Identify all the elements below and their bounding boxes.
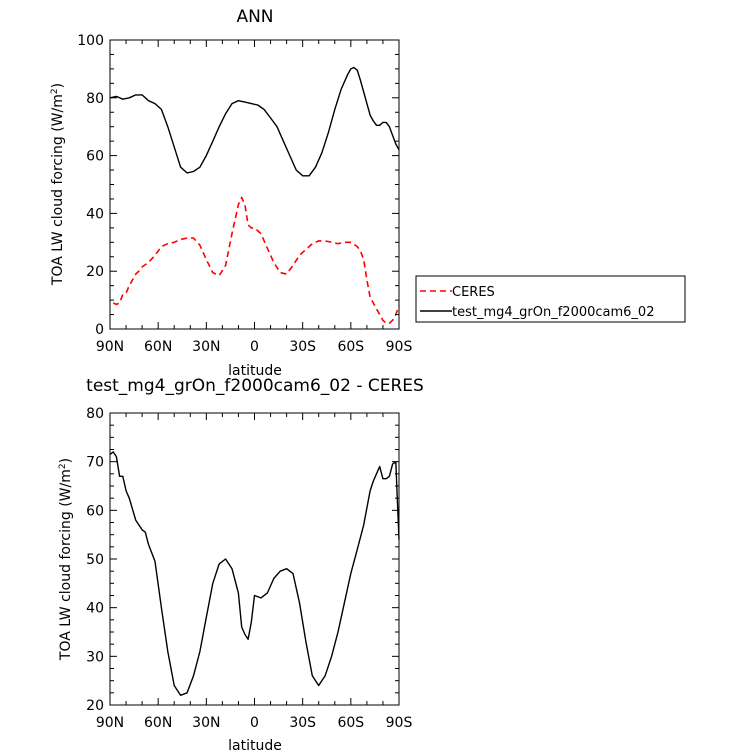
x-tick-label: 30N bbox=[192, 715, 220, 731]
y-tick-label: 100 bbox=[77, 33, 104, 49]
x-tick-label: 60N bbox=[144, 715, 172, 731]
bottom-panel-y-axis-label: TOA LW cloud forcing (W/m2) bbox=[58, 458, 74, 661]
top-panel-series-layer bbox=[109, 66, 400, 325]
x-tick-label: 30N bbox=[192, 339, 220, 355]
y-tick-label: 40 bbox=[86, 601, 104, 617]
x-tick-label: 0 bbox=[250, 339, 259, 355]
y-tick-label: 20 bbox=[86, 698, 104, 714]
series-line-1-0 bbox=[109, 451, 400, 696]
y-tick-label: 60 bbox=[86, 149, 104, 165]
x-tick-label: 90N bbox=[96, 339, 124, 355]
x-tick-label: 60S bbox=[337, 715, 364, 731]
series-line-ceres bbox=[112, 196, 400, 325]
y-tick-label: 70 bbox=[86, 455, 104, 471]
top-panel: ANN 90N 60N 30N 0 30S 60S 90S 0 20 40 60 80 100 lati… bbox=[50, 7, 686, 379]
y-tick-label: 40 bbox=[86, 206, 104, 222]
legend-label-model: test_mg4_grOn_f2000cam6_02 bbox=[452, 305, 654, 320]
top-panel-y-axis-label: TOA LW cloud forcing (W/m2) bbox=[50, 83, 66, 286]
bottom-panel-series-layer bbox=[109, 451, 400, 696]
x-tick-label: 30S bbox=[289, 339, 316, 355]
y-tick-label: 60 bbox=[86, 503, 104, 519]
x-tick-label: 90S bbox=[386, 715, 413, 731]
x-tick-label: 0 bbox=[250, 715, 259, 731]
top-panel-title: ANN bbox=[236, 7, 273, 27]
x-tick-label: 60N bbox=[144, 339, 172, 355]
legend-box bbox=[415, 275, 686, 323]
series-line-test-mg4-gron-f2000cam6-02 bbox=[109, 66, 400, 177]
legend: CERES test_mg4_grOn_f2000cam6_02 bbox=[415, 275, 686, 323]
x-tick-label: 60S bbox=[337, 339, 364, 355]
top-panel-frame bbox=[109, 39, 400, 330]
y-tick-label: 20 bbox=[86, 264, 104, 280]
bottom-panel-x-axis-label: latitude bbox=[228, 738, 282, 754]
y-tick-label: 0 bbox=[95, 322, 104, 338]
y-tick-label: 50 bbox=[86, 552, 104, 568]
legend-label-ceres: CERES bbox=[452, 285, 495, 300]
y-tick-label: 80 bbox=[86, 406, 104, 422]
x-tick-label: 30S bbox=[289, 715, 316, 731]
x-tick-label: 90N bbox=[96, 715, 124, 731]
top-panel-ticks-layer: 90N 60N 30N 0 30S 60S 90S 0 20 40 60 80 100 bbox=[77, 33, 412, 355]
bottom-panel-title: test_mg4_grOn_f2000cam6_02 - CERES bbox=[86, 376, 424, 396]
top-panel-x-axis-label: latitude bbox=[228, 363, 282, 379]
y-tick-label: 80 bbox=[86, 91, 104, 107]
x-tick-label: 90S bbox=[386, 339, 413, 355]
bottom-panel-ticks-layer: 90N 60N 30N 0 30S 60S 90S 20 30 40 50 60 70 80 bbox=[86, 406, 412, 731]
bottom-panel: test_mg4_grOn_f2000cam6_02 - CERES 90N 60… bbox=[58, 376, 424, 754]
y-tick-label: 30 bbox=[86, 649, 104, 665]
